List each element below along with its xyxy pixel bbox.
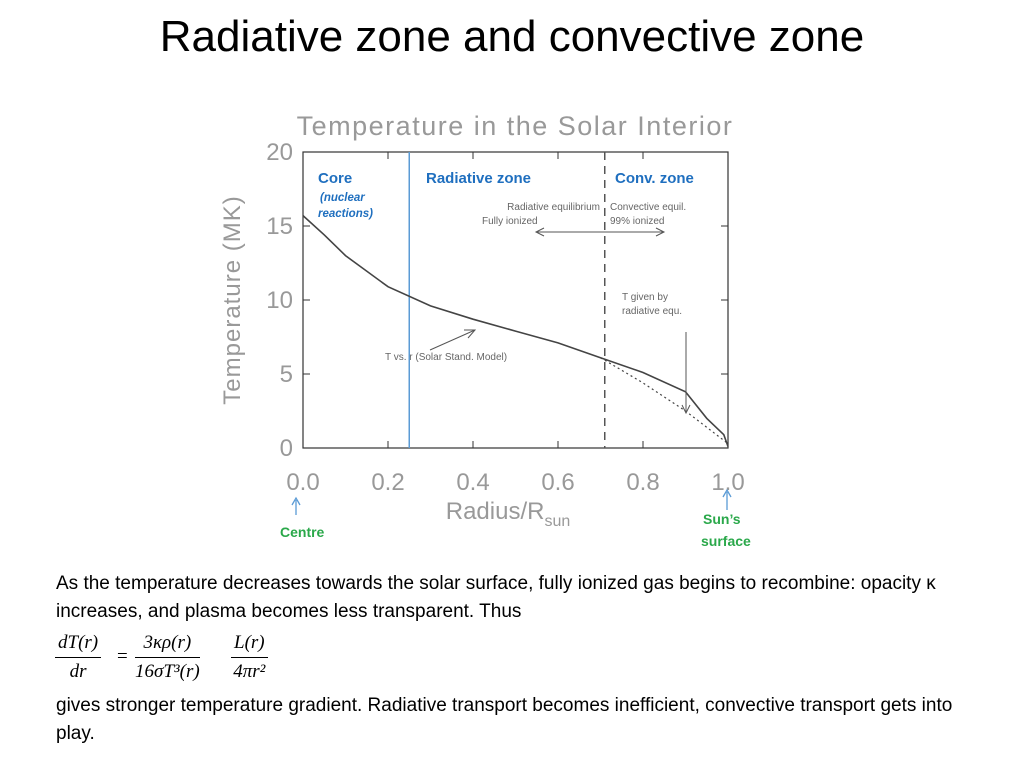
y-tick-label: 0 — [280, 435, 293, 462]
paragraph-intro: As the temperature decreases towards the… — [56, 573, 936, 622]
axis-ticks — [302, 151, 729, 449]
convective-title: Conv. zone — [615, 170, 694, 187]
convective-line-1: Convective equil. — [610, 202, 686, 213]
y-tick-label: 15 — [266, 213, 293, 240]
radiative-title: Radiative zone — [426, 170, 531, 187]
radiative-equilibrium-curve — [600, 357, 729, 445]
chart-title: Temperature in the Solar Interior — [297, 111, 734, 141]
core-sub-1: (nuclear — [320, 192, 365, 204]
annotation-arrows — [429, 227, 691, 415]
paragraph-conclusion: gives stronger temperature gradient. Rad… — [56, 695, 953, 744]
x-tick-label: 0.4 — [456, 469, 489, 496]
zone-boundaries — [408, 152, 606, 448]
y-tick-label: 20 — [266, 139, 293, 166]
opacity-denominator: 16σT³(r) — [135, 661, 200, 682]
core-sub-2: reactions) — [318, 208, 373, 220]
t-given-line-1: T given by — [622, 292, 668, 303]
centre-label: Centre — [280, 524, 325, 540]
x-tick-label: 0.8 — [626, 469, 659, 496]
radiative-line-1: Radiative equilibrium — [507, 202, 600, 213]
x-tick-label: 0.2 — [371, 469, 404, 496]
model-annotation: T vs. r (Solar Stand. Model) — [385, 352, 507, 363]
opacity-fraction: 3κρ(r) 16σT³(r) — [135, 632, 200, 683]
centre-arrowhead-icon — [291, 496, 301, 506]
lhs-denominator: dr — [69, 661, 87, 682]
y-tick-label: 5 — [280, 361, 293, 388]
centre-marker: Centre — [280, 496, 325, 540]
slide-title: Radiative zone and convective zone — [159, 12, 865, 61]
y-axis-label: Temperature (MK) — [219, 195, 246, 404]
luminosity-numerator: L(r) — [231, 632, 268, 658]
temperature-chart: Temperature in the Solar Interior 0.0 0.2… — [219, 111, 751, 549]
luminosity-denominator: 4πr² — [233, 661, 266, 682]
lhs-numerator: dT(r) — [55, 632, 102, 658]
surface-label-2: surface — [701, 533, 751, 549]
x-tick-label: 0.0 — [286, 469, 319, 496]
equals-sign: = — [117, 646, 128, 667]
surface-arrowhead-icon — [722, 488, 732, 498]
temperature-curve — [302, 215, 729, 447]
x-axis-label: Radius/Rsun — [446, 498, 571, 530]
x-tick-label: 0.6 — [541, 469, 574, 496]
lhs-fraction: dT(r) dr — [55, 632, 102, 683]
y-tick-label: 10 — [266, 287, 293, 314]
surface-marker: Sun’s surface — [701, 488, 751, 549]
series-lines — [302, 215, 729, 447]
convective-line-2: 99% ionized — [610, 216, 664, 227]
luminosity-fraction: L(r) 4πr² — [231, 632, 268, 683]
t-given-line-2: radiative equ. — [622, 306, 682, 317]
core-title: Core — [318, 170, 352, 187]
radiative-line-2: Fully ionized — [482, 216, 538, 227]
opacity-numerator: 3κρ(r) — [135, 632, 200, 658]
surface-label-1: Sun’s — [703, 511, 741, 527]
